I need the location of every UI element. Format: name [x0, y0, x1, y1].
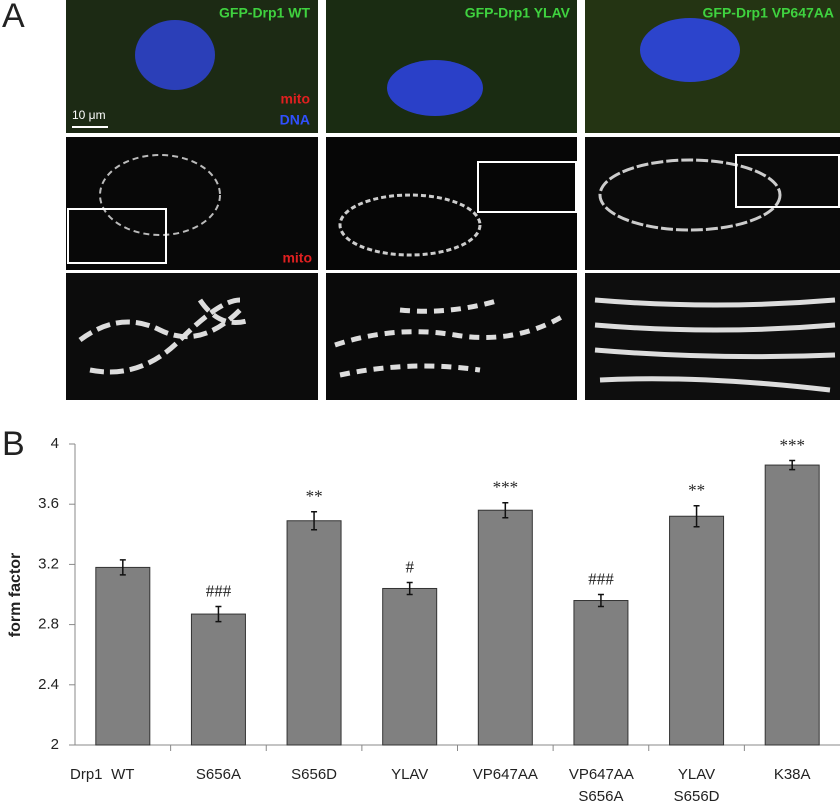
x-prefix: Drp1 [70, 766, 103, 783]
bar [573, 600, 629, 746]
image [585, 137, 840, 270]
y-tick-label: 2.4 [38, 676, 59, 693]
image-title: GFP-Drp1 VP647AA [703, 5, 834, 21]
bar [764, 464, 820, 746]
image-title: GFP-Drp1 WT [219, 5, 310, 21]
y-tick-label: 3.6 [38, 495, 59, 512]
y-tick-label: 2.8 [38, 616, 59, 633]
nucleus [135, 20, 215, 90]
x-tick-label: YLAV S656D [673, 766, 720, 805]
image [66, 273, 318, 400]
panel-letter: A [2, 0, 25, 35]
x-tick-label: S656D [291, 766, 337, 783]
scale-label: 10 μm [72, 108, 106, 122]
significance-label: *** [779, 435, 805, 454]
inset-box [67, 208, 167, 264]
significance-label: ** [306, 487, 323, 506]
error-bar [406, 581, 413, 596]
image [66, 137, 318, 270]
x-tick-label: VP647AA S656A [568, 766, 634, 805]
mito-zoom [78, 297, 251, 375]
error-bar [789, 459, 796, 471]
y-tick-label: 4 [51, 435, 59, 452]
mito-network [598, 158, 782, 232]
error-bar [502, 501, 509, 519]
significance-label: ** [688, 481, 705, 500]
y-tick-label: 2 [51, 736, 59, 753]
error-bar [311, 510, 318, 531]
significance-label: ### [206, 581, 232, 600]
channel-label: mito [282, 250, 312, 266]
significance-label: *** [493, 478, 519, 497]
x-tick-label: WT [111, 766, 135, 783]
image [326, 273, 577, 400]
error-bar [215, 605, 222, 623]
error-bar [693, 504, 700, 528]
error-bar [597, 593, 604, 608]
x-tick-label: K38A [773, 766, 811, 783]
mito-network [99, 154, 221, 236]
mito-network [338, 193, 482, 257]
significance-label: ### [588, 569, 614, 588]
nucleus [387, 60, 483, 116]
mito-zoom [334, 297, 567, 378]
y-tick-label: 3.2 [38, 555, 59, 572]
channel-label: mito [280, 91, 310, 107]
y-axis-label: form factor [7, 553, 24, 637]
bar [669, 515, 725, 746]
image-title: GFP-Drp1 YLAV [465, 5, 571, 21]
bar [286, 520, 342, 746]
x-tick-label: VP647AA [472, 766, 538, 783]
x-tick-label: S656A [195, 766, 241, 783]
panel-letter: B [2, 425, 25, 463]
bar [190, 613, 246, 746]
error-bar [119, 559, 126, 576]
inset-box [735, 154, 840, 208]
bar [95, 566, 151, 746]
bar [382, 587, 438, 746]
image [326, 137, 577, 270]
bar [477, 509, 533, 746]
nucleus [640, 18, 740, 82]
inset-box [477, 161, 577, 213]
mito-zoom [594, 297, 836, 393]
x-tick-label: YLAV [391, 766, 429, 783]
channel-label: DNA [280, 112, 310, 128]
significance-label: # [405, 557, 414, 576]
micrographs [66, 0, 840, 400]
